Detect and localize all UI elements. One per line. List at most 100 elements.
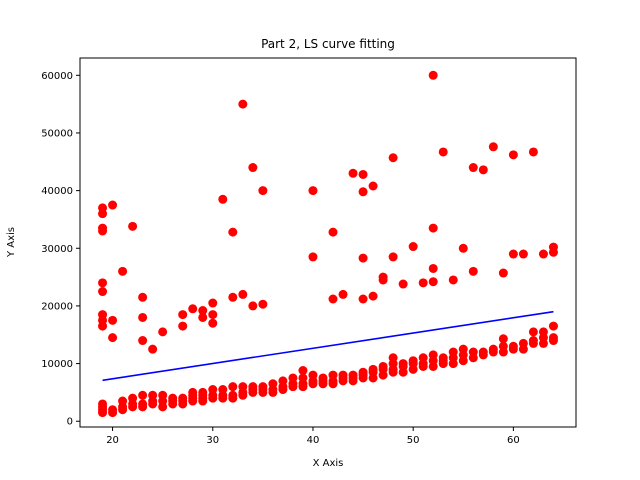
data-point xyxy=(478,165,488,175)
data-point xyxy=(428,263,438,273)
x-tick-label: 30 xyxy=(206,435,219,446)
data-point xyxy=(408,356,418,366)
x-axis-label: X Axis xyxy=(313,458,344,469)
y-tick-label: 50000 xyxy=(41,128,73,139)
data-point xyxy=(538,327,548,337)
data-point xyxy=(418,353,428,363)
x-axis-ticks: 20 30 40 50 60 xyxy=(106,427,520,446)
data-point xyxy=(488,142,498,152)
data-point xyxy=(128,393,138,403)
data-point xyxy=(508,341,518,351)
data-point xyxy=(428,350,438,360)
data-point xyxy=(228,292,238,302)
data-point xyxy=(98,287,108,297)
data-point xyxy=(158,327,168,337)
y-tick-label: 20000 xyxy=(41,301,73,312)
plot-frame xyxy=(79,57,577,428)
data-point xyxy=(358,169,368,179)
data-point xyxy=(198,312,208,322)
data-point xyxy=(98,399,108,409)
x-tick-label: 40 xyxy=(307,435,320,446)
data-point xyxy=(308,186,318,196)
data-point xyxy=(548,333,558,343)
data-point xyxy=(118,396,128,406)
data-point xyxy=(248,301,258,311)
data-point xyxy=(248,163,258,173)
data-point xyxy=(458,243,468,253)
data-point xyxy=(528,327,538,337)
data-point xyxy=(118,266,128,276)
data-point xyxy=(488,344,498,354)
y-tick-label: 30000 xyxy=(41,244,73,255)
data-point xyxy=(148,344,158,354)
x-tick-label: 60 xyxy=(507,435,520,446)
data-point xyxy=(468,266,478,276)
data-point xyxy=(528,336,538,346)
data-point xyxy=(258,186,268,196)
data-point xyxy=(388,153,398,163)
data-point xyxy=(338,289,348,299)
data-point xyxy=(198,387,208,397)
data-point xyxy=(298,366,308,375)
data-point xyxy=(238,289,248,299)
data-point xyxy=(208,318,218,328)
data-point xyxy=(178,393,188,403)
data-point xyxy=(138,292,148,302)
data-point xyxy=(138,390,148,400)
fit-line xyxy=(102,310,554,382)
data-point xyxy=(508,249,518,259)
data-point xyxy=(468,347,478,357)
y-tick-label: 40000 xyxy=(41,186,73,197)
data-point xyxy=(438,147,448,157)
data-point xyxy=(368,291,378,301)
data-point xyxy=(128,221,138,231)
y-tick-label: 0 xyxy=(67,417,73,428)
data-point xyxy=(298,373,308,383)
data-point xyxy=(288,373,298,383)
x-tick-label: 20 xyxy=(106,435,119,446)
data-point xyxy=(238,382,248,392)
data-point xyxy=(198,306,208,316)
data-point xyxy=(328,294,338,304)
data-point xyxy=(518,338,528,348)
data-point xyxy=(248,382,258,392)
data-point xyxy=(368,181,378,191)
data-point xyxy=(308,252,318,262)
data-point xyxy=(538,249,548,259)
data-point xyxy=(228,382,238,392)
data-point xyxy=(318,373,328,383)
data-point xyxy=(408,242,418,252)
chart-title: Part 2, LS curve fitting xyxy=(261,37,395,51)
data-point xyxy=(218,194,228,204)
data-point xyxy=(98,203,108,213)
data-point xyxy=(168,393,178,403)
data-point xyxy=(108,405,118,415)
y-tick-label: 10000 xyxy=(41,359,73,370)
data-point xyxy=(258,299,268,309)
data-point xyxy=(398,359,408,369)
data-point xyxy=(498,341,508,351)
y-tick-label: 60000 xyxy=(41,71,73,82)
data-point xyxy=(368,364,378,374)
data-point xyxy=(188,387,198,397)
data-point xyxy=(208,385,218,395)
data-point xyxy=(268,379,278,389)
data-point xyxy=(108,200,118,210)
data-point xyxy=(498,334,508,344)
y-axis-ticks: 0 10000 20000 30000 40000 50000 60000 xyxy=(41,71,80,428)
data-point xyxy=(178,310,188,320)
x-tick-label: 50 xyxy=(407,435,420,446)
data-point xyxy=(328,370,338,380)
data-point xyxy=(358,294,368,304)
data-point xyxy=(208,298,218,308)
data-point xyxy=(508,150,518,160)
fit-line-layer xyxy=(102,310,554,382)
data-point xyxy=(438,353,448,363)
data-point xyxy=(258,382,268,392)
data-point xyxy=(158,390,168,400)
data-point xyxy=(448,347,458,357)
data-point xyxy=(378,272,388,282)
data-point xyxy=(228,390,238,400)
data-point xyxy=(138,336,148,346)
